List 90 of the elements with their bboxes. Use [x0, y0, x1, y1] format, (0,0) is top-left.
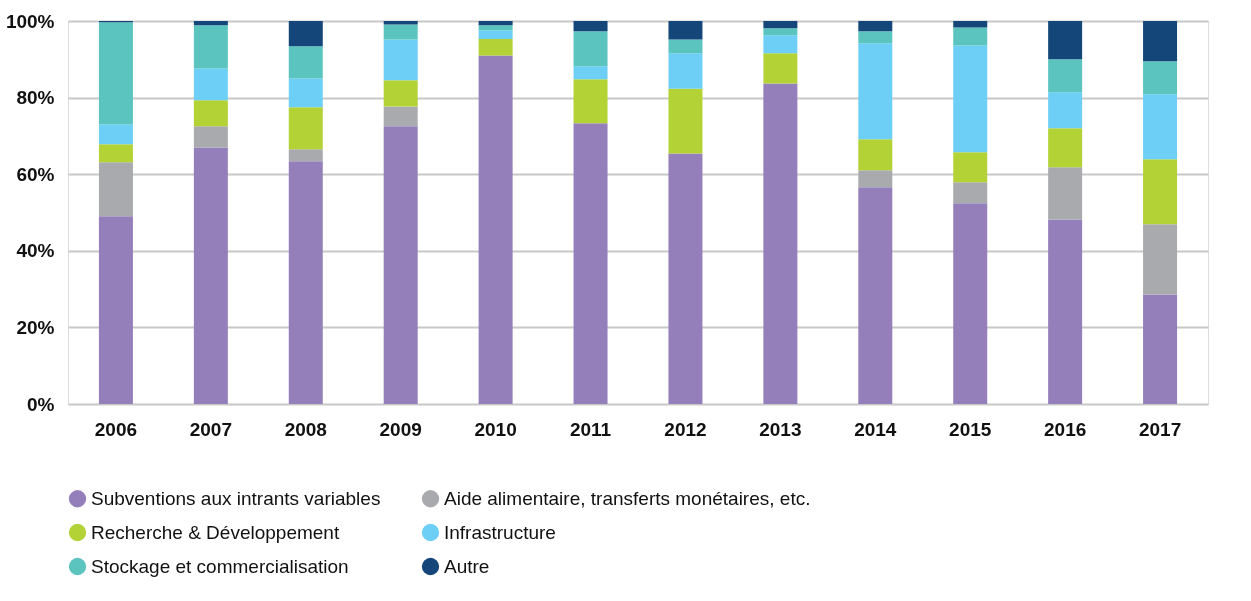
- y-tick-label: 0%: [27, 393, 55, 415]
- bar: [478, 55, 513, 404]
- bar: [193, 126, 228, 148]
- bar: [478, 25, 513, 31]
- bar: [573, 66, 608, 80]
- bar: [288, 78, 323, 108]
- bar: [953, 182, 988, 204]
- bar: [763, 53, 798, 84]
- bar: [858, 170, 893, 188]
- bar: [668, 39, 703, 54]
- bar: [953, 203, 988, 404]
- bar: [193, 25, 228, 69]
- bar: [98, 144, 133, 163]
- bar: [573, 21, 608, 32]
- x-tick-label: 2013: [759, 418, 802, 440]
- bar: [573, 79, 608, 124]
- x-tick-label: 2017: [1138, 418, 1182, 440]
- bar: [953, 152, 988, 183]
- bar: [98, 124, 133, 145]
- bar: [288, 107, 323, 150]
- bar: [858, 21, 893, 32]
- bar: [858, 31, 893, 44]
- x-tick-label: 2014: [854, 418, 897, 440]
- bar: [953, 27, 988, 46]
- bar: [98, 216, 133, 404]
- bar: [1048, 167, 1083, 220]
- bar: [573, 123, 608, 404]
- bar: [763, 21, 798, 29]
- y-tick-label: 40%: [16, 240, 55, 262]
- y-tick-label: 60%: [16, 163, 55, 185]
- bar: [1143, 61, 1178, 95]
- bar: [1048, 92, 1083, 129]
- y-tick-label: 80%: [16, 87, 55, 109]
- legend-label: Subventions aux intrants variables: [91, 487, 381, 509]
- bar: [668, 88, 703, 154]
- bar: [193, 147, 228, 404]
- bar: [1048, 219, 1083, 404]
- bar: [193, 100, 228, 127]
- bar: [478, 30, 513, 39]
- x-tick-label: 2011: [569, 418, 612, 440]
- bar: [573, 31, 608, 67]
- bar: [1048, 59, 1083, 93]
- x-tick-label: 2016: [1044, 418, 1087, 440]
- legend-label: Stockage et commercialisation: [91, 555, 349, 577]
- bar: [193, 68, 228, 101]
- x-tick-label: 2015: [949, 418, 992, 440]
- y-tick-label: 100%: [5, 10, 55, 32]
- legend-label: Autre: [444, 555, 490, 577]
- bar: [858, 187, 893, 404]
- bar: [1143, 21, 1178, 62]
- bar: [1143, 294, 1178, 404]
- bar: [288, 161, 323, 404]
- x-tick-label: 2010: [474, 418, 517, 440]
- bar: [1048, 128, 1083, 168]
- bar: [288, 21, 323, 47]
- legend-label: Aide alimentaire, transferts monétaires, etc.: [444, 487, 811, 509]
- bar: [383, 80, 418, 107]
- bar: [383, 39, 418, 81]
- bar: [953, 45, 988, 153]
- bar: [478, 39, 513, 56]
- y-tick-label: 20%: [16, 316, 55, 338]
- legend-label: Recherche & Développement: [91, 521, 340, 543]
- bar: [288, 46, 323, 79]
- bar: [1143, 94, 1178, 160]
- bar: [763, 28, 798, 36]
- bar: [288, 149, 323, 162]
- bar: [953, 21, 988, 28]
- bar: [668, 153, 703, 404]
- bar: [858, 43, 893, 140]
- bar: [383, 126, 418, 404]
- bar: [668, 21, 703, 40]
- x-tick-label: 2008: [284, 418, 327, 440]
- bar: [1143, 224, 1178, 295]
- x-tick-label: 2006: [94, 418, 138, 440]
- bar: [763, 35, 798, 54]
- bar: [98, 162, 133, 217]
- bar: [1048, 21, 1083, 60]
- bar: [858, 139, 893, 171]
- bar: [98, 22, 133, 125]
- x-tick-label: 2012: [664, 418, 707, 440]
- bar: [383, 106, 418, 127]
- bar: [478, 21, 513, 26]
- legend-label: Infrastructure: [444, 521, 556, 543]
- bar: [193, 21, 228, 26]
- x-tick-label: 2007: [189, 418, 232, 440]
- x-tick-label: 2009: [379, 418, 422, 440]
- bar: [1143, 159, 1178, 225]
- bar: [383, 24, 418, 40]
- bar: [763, 83, 798, 404]
- bar: [668, 53, 703, 89]
